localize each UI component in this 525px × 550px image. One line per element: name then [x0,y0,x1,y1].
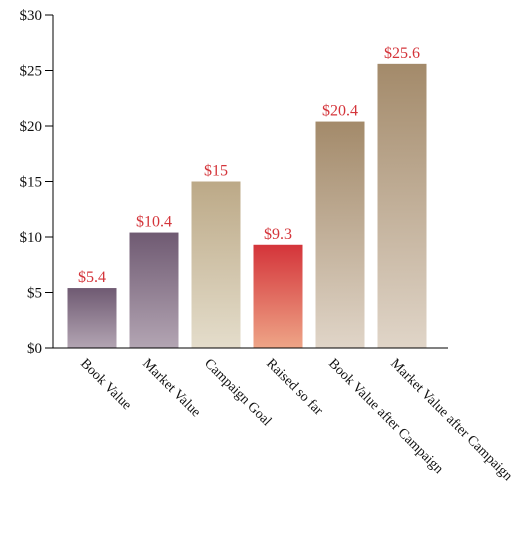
y-tick-label: $0 [27,341,42,357]
bar [253,244,303,348]
bar-value-label: $10.4 [136,214,172,231]
y-tick-label: $20 [20,119,43,135]
y-tick-label: $15 [20,175,43,191]
bar [315,121,365,348]
bar [129,232,179,348]
y-axis-ticks: $0 $5 $10 $15 $20 $25 $30 [20,8,53,357]
bar [377,63,427,349]
y-tick-label: $30 [20,8,43,24]
y-tick-label: $5 [27,286,42,302]
x-tick-label: Book Value after Campaign [325,356,446,477]
x-tick-label: Market Value after Campaign [387,356,515,484]
bar-value-label: $20.4 [322,103,358,120]
bar-value-label: $5.4 [78,269,106,286]
data-labels: $5.4 $10.4 $15 $9.3 $20.4 $25.6 [78,45,420,286]
y-tick-label: $25 [20,64,43,80]
bar [67,288,117,348]
x-tick-label: Market Value [139,356,203,420]
bar [191,181,241,348]
x-tick-label: Raised so far [263,356,326,419]
y-tick-label: $10 [20,230,43,246]
x-tick-label: Campaign Goal [201,356,274,429]
bar-value-label: $9.3 [264,226,292,243]
bars [67,63,427,349]
bar-value-label: $15 [204,163,228,180]
x-tick-label: Book Value [77,356,134,413]
bar-value-label: $25.6 [384,45,420,62]
